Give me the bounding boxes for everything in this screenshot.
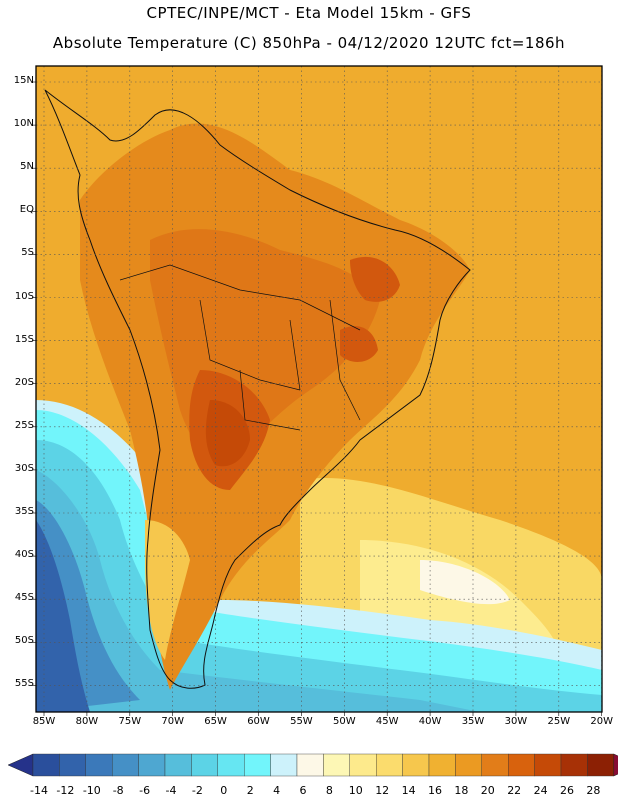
colorbar-tick-label: -2 [191,784,203,797]
lat-label: 10S [14,290,34,302]
colorbar-swatch [191,753,218,777]
colorbar-swatch [243,753,271,777]
colorbar-tick-label: 16 [428,784,442,797]
colorbar-swatch [296,753,324,777]
colorbar-tick-label: 26 [560,784,574,797]
lat-label: 15S [14,333,34,345]
colorbar-swatch [402,753,430,777]
colorbar-tick-label: -6 [139,784,151,797]
colorbar-swatch [349,753,377,777]
lat-label: 50S [14,635,34,647]
lon-label: 45W [375,716,399,727]
colorbar-swatch [270,753,298,777]
colorbar-swatch [217,753,245,777]
lat-label: 10N [13,118,34,130]
lon-label: 40W [418,716,442,727]
colorbar-tick-label: 10 [348,784,363,797]
colorbar-tick-label: 12 [375,784,390,797]
lon-label: 55W [290,716,313,727]
colorbar-tick-label: 8 [325,784,333,797]
lat-label: 30S [14,462,34,474]
lat-label: EQ [19,204,34,216]
lon-label: 80W [75,716,99,727]
title-line-1: CPTEC/INPE/MCT - Eta Model 15km - GFS [146,4,472,22]
lon-label: 25W [547,716,571,727]
colorbar-tick-label: -4 [165,784,177,797]
colorbar-swatch [85,753,113,777]
lon-label: 60W [247,716,270,727]
colorbar-swatch [481,753,509,777]
graticule [32,66,603,716]
colorbar-swatch [534,753,562,777]
lon-label: 75W [118,716,142,727]
colorbar-swatch [111,753,139,777]
colorbar-tick-label: -8 [112,784,124,797]
lat-label: 45S [14,592,34,604]
lon-label: 35W [461,716,485,727]
colorbar-swatch [32,753,60,777]
colorbar-tick-label: 18 [454,784,469,797]
colorbar-swatch [59,753,87,777]
lon-label: 50W [332,716,356,727]
colorbar-tick-label: -10 [82,784,101,797]
colorbar-swatch [376,753,403,777]
colorbar-tick-label: 2 [246,784,254,797]
lon-label: 85W [32,716,56,727]
lat-label: 5S [21,247,34,259]
colorbar-tick-label: 0 [220,784,228,797]
colorbar-swatch [138,753,166,777]
colorbar-swatch [323,753,350,777]
colorbar-tick-label: -14 [30,784,48,797]
title-line-2: Absolute Temperature (C) 850hPa - 04/12/… [52,34,566,52]
lat-label: 40S [14,549,34,561]
lon-label: 65W [204,716,227,727]
colorbar-tick-label: 28 [586,784,601,797]
colorbar-swatch [560,753,588,777]
colorbar-tick-label: 4 [273,784,281,797]
colorbar-tick-label: 6 [299,784,307,797]
colorbar-tick-label: 22 [507,784,522,797]
temperature-field [36,66,602,712]
lon-label: 20W [590,716,613,727]
lat-label: 35S [14,506,34,517]
lon-label: 30W [504,716,528,727]
colorbar [7,753,618,777]
colorbar-swatch [587,753,615,777]
colorbar-tick-label: 14 [401,784,416,797]
lon-label: 70W [161,716,184,727]
lat-label: 5N [20,161,34,173]
colorbar-tick-label: 20 [480,784,495,797]
colorbar-tick-label: -12 [56,784,75,797]
colorbar-right-arrow [613,753,618,777]
lat-label: 55S [14,678,34,690]
lat-label: 20S [14,376,34,388]
colorbar-tick-label: 24 [533,784,548,797]
map-frame [35,65,603,713]
lat-label: 25S [14,419,34,431]
colorbar-swatch [428,753,456,777]
colorbar-swatch [455,753,482,777]
colorbar-swatch [508,753,535,777]
colorbar-left-arrow [7,753,34,777]
colorbar-swatch [164,753,192,777]
lat-label: 15N [13,75,34,86]
